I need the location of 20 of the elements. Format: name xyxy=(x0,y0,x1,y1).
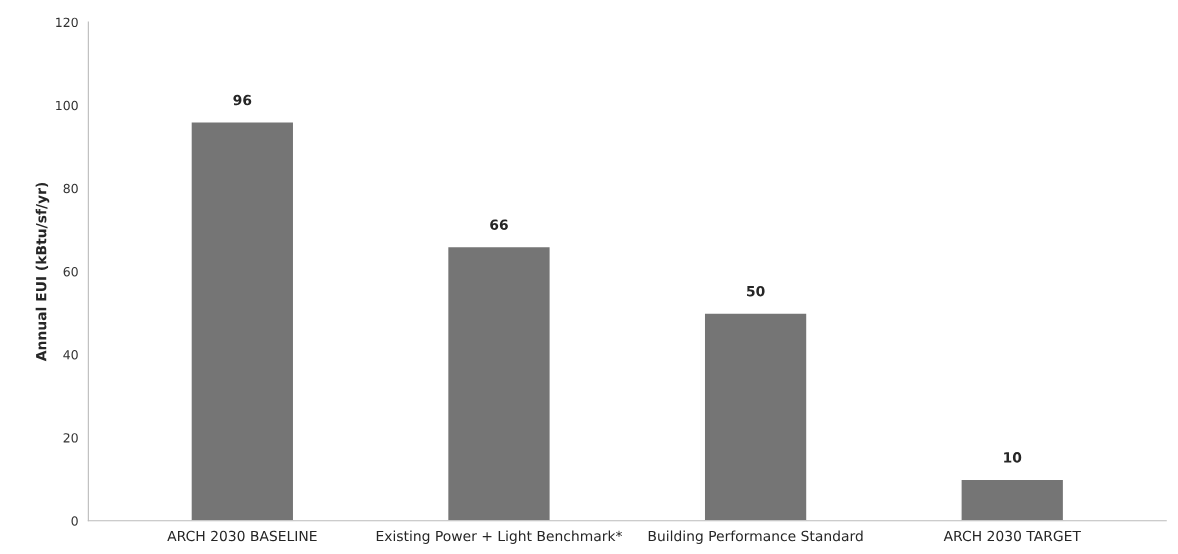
bar xyxy=(960,478,1065,521)
y-tick-label: 120 xyxy=(56,17,78,28)
y-tick-label: 40 xyxy=(63,350,78,360)
data-label: 66 xyxy=(490,219,508,230)
y-tick-label: 60 xyxy=(63,266,78,277)
y-tick-label: 80 xyxy=(63,183,78,194)
y-tick-label: 100 xyxy=(56,100,78,111)
x-tick-label: Existing Power + Light Benchmark* xyxy=(376,530,623,544)
x-tick-label: ARCH 2030 TARGET xyxy=(943,530,1081,542)
y-tick-label: 0 xyxy=(71,516,78,526)
x-tick-label: ARCH 2030 BASELINE xyxy=(167,530,317,542)
x-tick-label: Building Performance Standard xyxy=(648,530,863,544)
bar xyxy=(703,312,808,521)
data-label: 96 xyxy=(233,94,252,106)
y-axis-title: Annual EUI (kBtu/sf/yr) xyxy=(35,182,50,362)
bar xyxy=(190,121,295,521)
data-label: 10 xyxy=(1004,452,1022,463)
data-label: 50 xyxy=(747,285,765,297)
bar xyxy=(446,245,551,521)
y-tick-label: 20 xyxy=(63,433,78,443)
